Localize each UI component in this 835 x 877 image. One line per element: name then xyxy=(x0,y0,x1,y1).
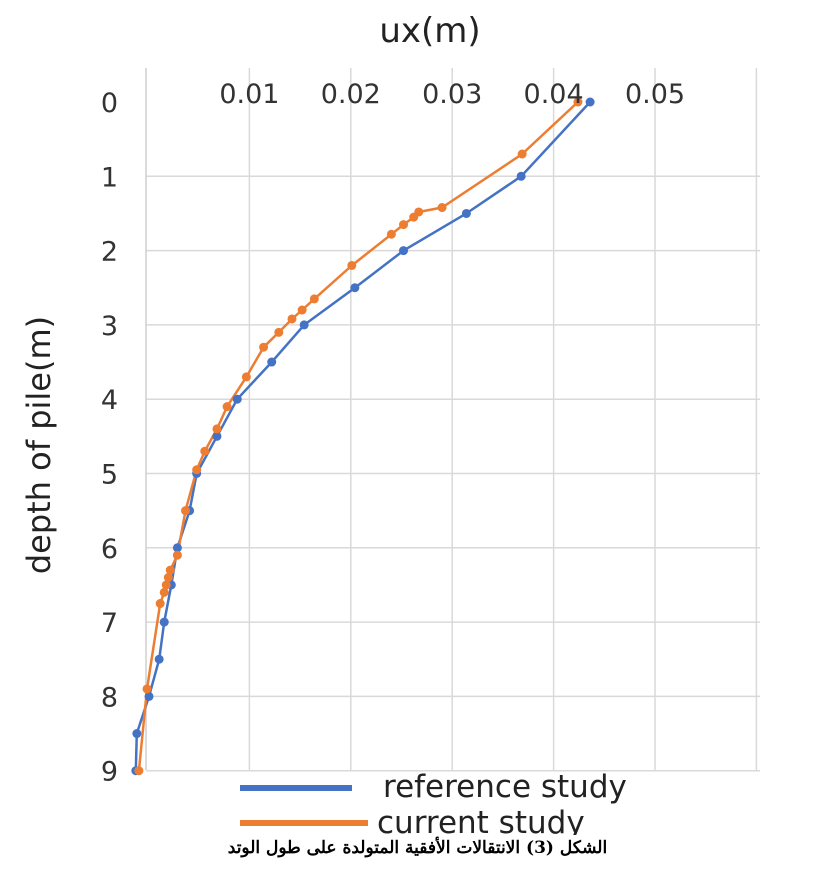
y-tick-label: 5 xyxy=(101,460,118,491)
data-point-reference-study xyxy=(154,654,164,664)
x-tick-label: 0.05 xyxy=(625,79,685,110)
data-point-current-study xyxy=(155,599,165,609)
y-tick-label: 6 xyxy=(101,534,118,565)
y-tick-label: 8 xyxy=(101,682,118,713)
data-point-current-study xyxy=(517,149,527,159)
data-point-current-study xyxy=(386,229,396,239)
data-point-current-study xyxy=(181,506,191,516)
series-points xyxy=(131,97,595,776)
data-point-reference-study xyxy=(267,357,277,367)
legend: reference study current study xyxy=(240,769,627,835)
data-point-current-study xyxy=(172,550,182,560)
data-point-reference-study xyxy=(516,171,526,181)
data-point-reference-study xyxy=(159,617,169,627)
y-tick-label: 7 xyxy=(101,608,118,639)
data-point-reference-study xyxy=(585,97,595,107)
x-tick-label: 0.04 xyxy=(524,79,584,110)
data-point-current-study xyxy=(142,684,152,694)
data-point-reference-study xyxy=(212,431,222,441)
y-tick-label: 3 xyxy=(101,311,118,342)
data-point-current-study xyxy=(222,402,232,412)
data-point-current-study xyxy=(437,203,447,213)
y-tick-label: 1 xyxy=(101,162,118,193)
data-point-reference-study xyxy=(172,543,182,553)
chart-background xyxy=(0,0,835,835)
data-point-current-study xyxy=(287,314,297,324)
data-point-current-study xyxy=(573,97,583,107)
y-axis-label: depth of pile(m) xyxy=(20,316,58,574)
data-point-reference-study xyxy=(144,691,154,701)
y-tick-label: 4 xyxy=(101,385,118,416)
data-point-current-study xyxy=(347,260,357,270)
data-point-reference-study xyxy=(232,394,242,404)
data-point-current-study xyxy=(161,580,171,590)
data-point-current-study xyxy=(163,573,173,583)
data-point-current-study xyxy=(259,342,269,352)
y-tick-label: 0 xyxy=(101,88,118,119)
line-chart: 0.01 0.02 0.03 0.04 0.05 0 1 2 3 4 5 6 7 8 9 ux(m) de… xyxy=(0,0,835,835)
data-point-current-study xyxy=(159,587,169,597)
legend-label-reference-study: reference study xyxy=(383,769,627,805)
gridlines xyxy=(145,68,760,772)
data-point-reference-study xyxy=(299,320,309,330)
legend-label-current-study: current study xyxy=(377,805,585,835)
y-tick-label: 9 xyxy=(101,757,118,788)
x-axis-label: ux(m) xyxy=(379,11,480,51)
data-point-current-study xyxy=(165,565,175,575)
data-point-current-study xyxy=(134,766,144,776)
data-point-current-study xyxy=(200,446,210,456)
data-point-reference-study xyxy=(132,729,142,739)
y-tick-label: 2 xyxy=(101,237,118,268)
x-tick-label: 0.02 xyxy=(321,79,381,110)
data-point-current-study xyxy=(241,372,251,382)
data-point-current-study xyxy=(309,294,319,304)
data-point-reference-study xyxy=(350,283,360,293)
x-tick-label: 0.03 xyxy=(422,79,482,110)
x-tick-label: 0.01 xyxy=(219,79,279,110)
data-point-current-study xyxy=(274,327,284,337)
data-point-reference-study xyxy=(461,208,471,218)
data-point-current-study xyxy=(192,465,202,475)
y-tick-labels: 0 1 2 3 4 5 6 7 8 9 xyxy=(101,88,118,788)
data-point-current-study xyxy=(297,305,307,315)
data-point-current-study xyxy=(399,220,409,230)
data-point-reference-study xyxy=(399,246,409,256)
data-point-current-study xyxy=(409,212,419,222)
data-point-current-study xyxy=(212,424,222,434)
x-tick-labels: 0.01 0.02 0.03 0.04 0.05 xyxy=(219,79,685,110)
figure-caption: الشكل (3) الانتقالات الأفقية المتولدة عل… xyxy=(227,838,608,858)
